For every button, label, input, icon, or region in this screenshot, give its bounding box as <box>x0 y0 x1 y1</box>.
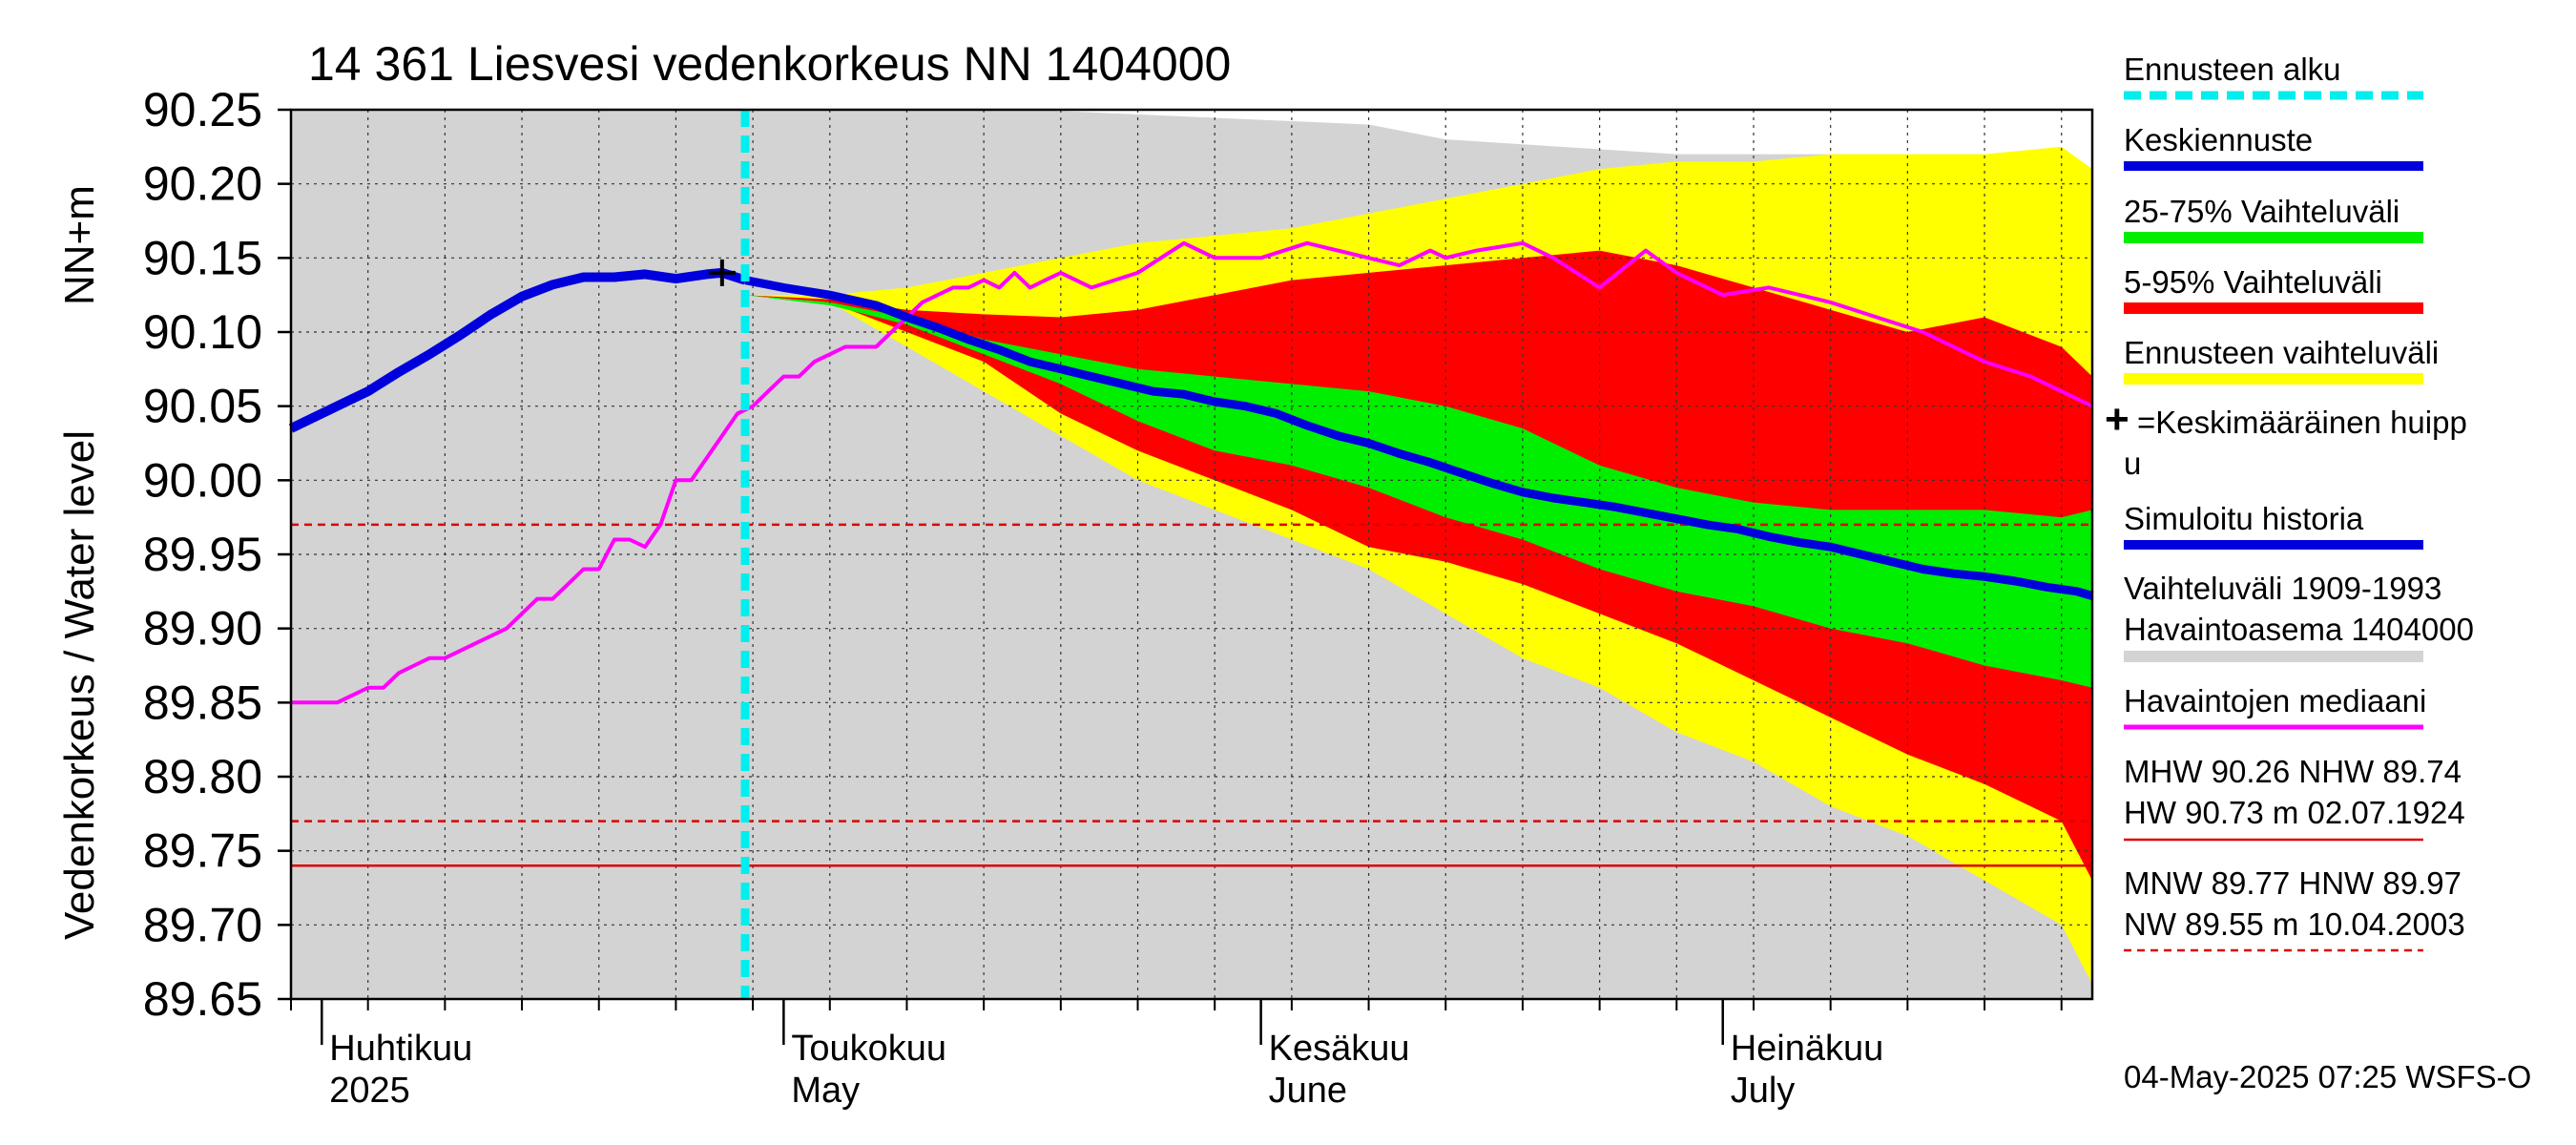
legend-stats-hw: HW 90.73 m 02.07.1924 <box>2124 795 2465 830</box>
y-tick-label: 89.95 <box>143 528 262 581</box>
legend-stats-nw: NW 89.55 m 10.04.2003 <box>2124 906 2465 942</box>
peak-marker <box>708 259 736 286</box>
legend-history-label-2: Havaintoasema 1404000 <box>2124 612 2474 647</box>
legend-peak-label-cont: u <box>2124 446 2141 481</box>
y-tick-label: 89.65 <box>143 972 262 1026</box>
legend-forecast-start-label: Ennusteen alku <box>2124 52 2341 87</box>
chart-title: 14 361 Liesvesi vedenkorkeus NN 1404000 <box>308 37 1231 91</box>
y-tick-labels: 90.25 90.20 90.15 90.10 90.05 90.00 89.95 89.90… <box>143 83 262 1026</box>
legend-peak-label: =Keskimääräinen huipp <box>2137 405 2467 440</box>
legend: Ennusteen alku Keskiennuste 25-75% Vaiht… <box>2105 52 2474 952</box>
range-25-75-band <box>745 295 2092 688</box>
legend-simulated-label: Simuloitu historia <box>2124 501 2364 536</box>
y-tick-label: 89.70 <box>143 898 262 951</box>
legend-mean-label: Keskiennuste <box>2124 122 2313 157</box>
legend-peak-plus-icon: + <box>2105 396 2129 443</box>
legend-forecast-range-label: Ennusteen vaihteluväli <box>2124 335 2439 370</box>
mean-forecast-line <box>744 276 2094 600</box>
y-tick-label: 89.75 <box>143 824 262 878</box>
y-tick-label: 90.25 <box>143 83 262 136</box>
x-month-label-en: May <box>791 1071 860 1111</box>
footer-timestamp: 04-May-2025 07:25 WSFS-O <box>2124 1059 2531 1094</box>
y-tick-label: 89.85 <box>143 676 262 729</box>
legend-history-label: Vaihteluväli 1909-1993 <box>2124 571 2441 606</box>
y-tick-label: 89.90 <box>143 602 262 656</box>
legend-stats-mnw: MNW 89.77 HNW 89.97 <box>2124 865 2462 901</box>
x-month-label: Toukokuu <box>791 1029 946 1069</box>
y-axis-label-unit: NN+m <box>56 185 103 305</box>
legend-stats-mhw: MHW 90.26 NHW 89.74 <box>2124 754 2462 789</box>
x-month-label: Huhtikuu <box>329 1029 472 1069</box>
x-month-label-en: July <box>1731 1071 1796 1111</box>
grid <box>290 109 2092 1000</box>
y-tick-label: 90.10 <box>143 305 262 359</box>
series-lines <box>288 110 2094 999</box>
y-tick-label: 90.15 <box>143 231 262 284</box>
reference-lines <box>291 523 2092 867</box>
y-tick-label: 90.00 <box>143 453 262 507</box>
x-month-label-en: June <box>1269 1071 1347 1111</box>
y-tick-label: 89.80 <box>143 750 262 803</box>
x-month-label-en: 2025 <box>329 1071 410 1111</box>
y-tick-label: 90.05 <box>143 380 262 433</box>
y-tick-label: 90.20 <box>143 157 262 211</box>
range-5-95-band <box>745 250 2092 881</box>
legend-25-75-label: 25-75% Vaihteluväli <box>2124 194 2399 229</box>
x-month-label: Heinäkuu <box>1731 1029 1884 1069</box>
simulated-history-line <box>288 267 747 433</box>
legend-5-95-label: 5-95% Vaihteluväli <box>2124 264 2382 300</box>
axes <box>278 108 2094 1045</box>
y-axis-label: Vedenkorkeus / Water level NN+m <box>56 185 103 940</box>
x-month-label: Kesäkuu <box>1269 1029 1410 1069</box>
legend-median-label: Havaintojen mediaani <box>2124 683 2426 718</box>
y-axis-label-main: Vedenkorkeus / Water level <box>56 430 103 940</box>
